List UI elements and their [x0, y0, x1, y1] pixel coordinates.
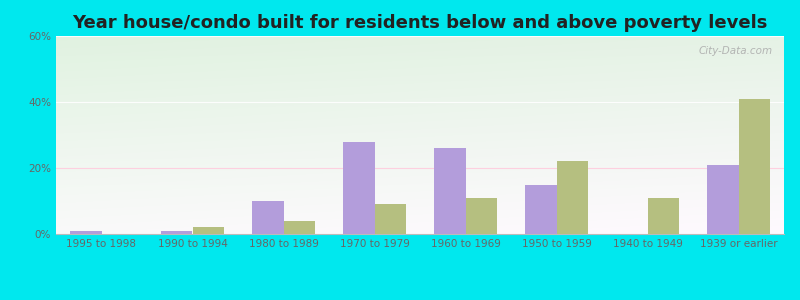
Bar [161, 231, 193, 234]
Bar [70, 231, 102, 234]
Bar [434, 148, 466, 234]
Bar [525, 184, 557, 234]
Bar [252, 201, 283, 234]
Bar [466, 198, 498, 234]
Text: City-Data.com: City-Data.com [699, 46, 773, 56]
Bar [342, 142, 374, 234]
Bar [647, 198, 679, 234]
Legend: Owners below poverty level, Owners above poverty level: Owners below poverty level, Owners above… [205, 297, 635, 300]
Bar [557, 161, 588, 234]
Bar [374, 204, 406, 234]
Bar [283, 221, 315, 234]
Bar [738, 99, 770, 234]
Bar [193, 227, 224, 234]
Bar [706, 165, 738, 234]
Title: Year house/condo built for residents below and above poverty levels: Year house/condo built for residents bel… [72, 14, 768, 32]
